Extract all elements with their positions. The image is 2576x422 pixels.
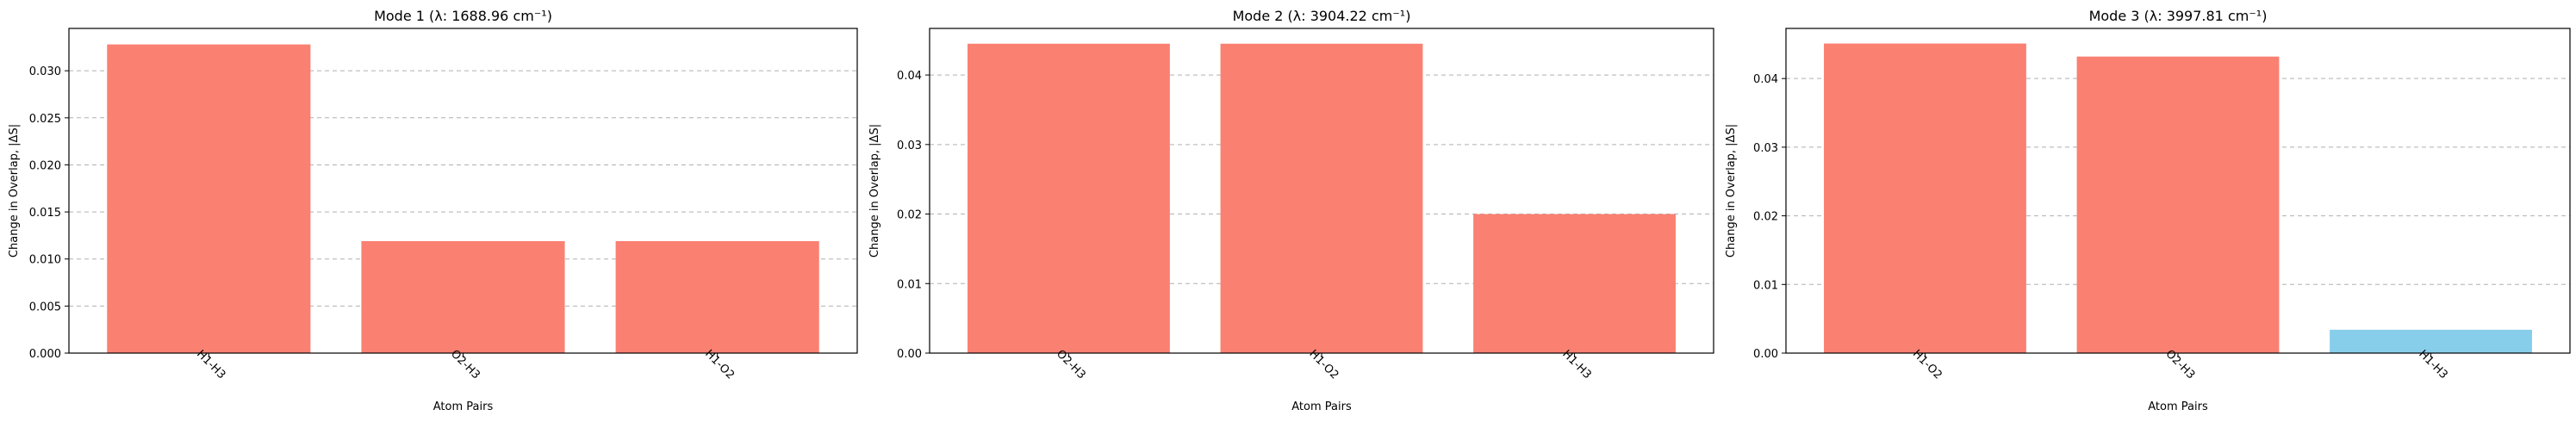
y-tick-label: 0.03 — [1753, 142, 1778, 155]
y-axis-label: Change in Overlap, |ΔS| — [868, 124, 881, 258]
bar-h1-h3 — [107, 44, 311, 353]
bar-h1-o2 — [1220, 43, 1423, 354]
y-tick-label: 0.02 — [1753, 211, 1778, 224]
y-axis-label: Change in Overlap, |ΔS| — [1725, 124, 1738, 258]
chart-title: Mode 2 (λ: 3904.22 cm⁻¹) — [1233, 8, 1411, 24]
y-tick-label: 0.000 — [29, 348, 61, 361]
y-tick-label: 0.005 — [29, 301, 61, 313]
y-tick-label: 0.030 — [29, 65, 61, 78]
bar-h1-h3 — [2330, 329, 2532, 353]
chart-title: Mode 3 (λ: 3997.81 cm⁻¹) — [2089, 8, 2268, 24]
bar-h1-h3 — [1473, 214, 1676, 353]
bar-h1-o2 — [1824, 43, 2026, 354]
axes-frame — [1785, 28, 2571, 354]
y-tick-label: 0.01 — [897, 278, 922, 291]
y-tick-label: 0.04 — [897, 70, 922, 83]
y-tick-label: 0.01 — [1753, 279, 1778, 292]
chart-panel-3: H1-O2 O2-H3 H1-H30.000.010.020.030.04Mode … — [1725, 8, 2571, 413]
bar-o2-h3 — [2076, 56, 2280, 353]
x-axis-label: Atom Pairs — [2148, 400, 2208, 413]
axes-frame — [68, 28, 858, 354]
axes-frame — [929, 28, 1714, 354]
bar-h1-o2 — [615, 240, 819, 353]
y-tick-label: 0.03 — [897, 140, 922, 152]
y-axis-label: Change in Overlap, |ΔS| — [8, 124, 21, 258]
y-tick-label: 0.025 — [29, 113, 61, 126]
y-tick-label: 0.00 — [1753, 348, 1778, 361]
y-tick-label: 0.00 — [897, 348, 922, 361]
x-axis-label: Atom Pairs — [433, 400, 494, 413]
y-tick-label: 0.04 — [1753, 73, 1778, 86]
y-tick-label: 0.015 — [29, 207, 61, 220]
y-tick-label: 0.010 — [29, 254, 61, 267]
chart-panel-2: O2-H3 H1-O2 H1-H30.000.010.020.030.04Mode … — [868, 8, 1714, 413]
bar-o2-h3 — [968, 43, 1170, 354]
y-tick-label: 0.020 — [29, 159, 61, 172]
x-axis-label: Atom Pairs — [1291, 400, 1352, 413]
bar-o2-h3 — [361, 240, 565, 353]
chart-panel-1: H1-H3 O2-H3 H1-O20.0000.0050.0100.0150.020… — [8, 8, 858, 413]
chart-title: Mode 1 (λ: 1688.96 cm⁻¹) — [374, 8, 552, 24]
y-tick-label: 0.02 — [897, 209, 922, 222]
